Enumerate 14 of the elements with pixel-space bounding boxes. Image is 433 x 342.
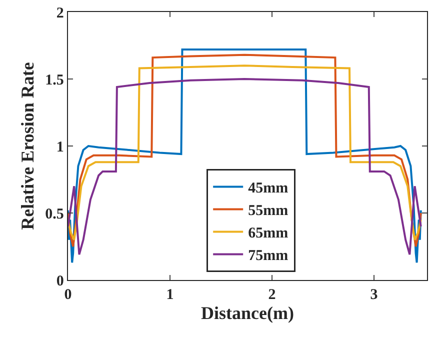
legend-label: 55mm (248, 203, 289, 220)
y-tick-label: 0 (56, 273, 64, 290)
x-tick-label: 1 (166, 287, 174, 304)
x-tick-label: 2 (268, 287, 276, 304)
y-tick-label: 1.5 (45, 72, 64, 88)
legend-label: 65mm (248, 226, 289, 242)
legend-label: 45mm (248, 180, 289, 197)
y-tick-label: 1 (56, 139, 64, 156)
y-axis-title: Relative Erosion Rate (17, 62, 38, 230)
y-tick-label: 0.5 (45, 206, 64, 222)
x-axis-title: Distance(m) (201, 303, 294, 324)
y-tick-label: 2 (56, 5, 64, 22)
x-tick-label: 3 (370, 287, 378, 304)
legend-label: 75mm (248, 248, 289, 264)
